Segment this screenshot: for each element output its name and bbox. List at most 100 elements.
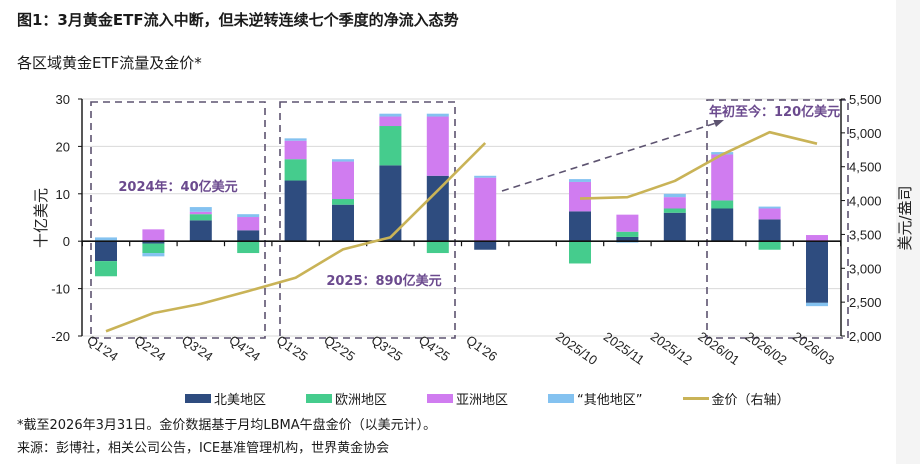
x-tick-label: Q4'24 bbox=[226, 332, 263, 364]
bar-asia bbox=[189, 211, 212, 215]
bar-asia bbox=[569, 181, 591, 212]
bar-europe bbox=[426, 241, 449, 254]
bar-europe bbox=[142, 243, 165, 254]
bar-asia bbox=[806, 235, 828, 242]
legend-label: “其他地区” bbox=[577, 393, 643, 408]
y-tick-label: 30 bbox=[56, 92, 70, 107]
x-tick-label: Q1'26 bbox=[463, 332, 500, 364]
bar-other bbox=[142, 253, 165, 257]
bar-asia bbox=[142, 229, 165, 242]
bar-asia bbox=[711, 154, 734, 201]
bar-europe bbox=[569, 241, 591, 264]
y-tick-label: -20 bbox=[51, 329, 70, 344]
bar-europe bbox=[189, 214, 212, 221]
legend-swatch-gold-price bbox=[682, 397, 709, 400]
bar-north-america bbox=[616, 236, 639, 242]
bar-asia bbox=[237, 217, 260, 231]
legend-label: 亚洲地区 bbox=[456, 393, 509, 408]
legend-item-gold-price: 金价（右轴） bbox=[682, 389, 790, 408]
bar-other bbox=[758, 206, 781, 209]
x-tick-label: Q1'24 bbox=[84, 332, 121, 364]
bar-north-america bbox=[569, 211, 591, 242]
legend: 北美地区 欧洲地区 亚洲地区 “其他地区” 金价（右轴） bbox=[185, 389, 830, 408]
x-tick-label: 2025/12 bbox=[648, 329, 695, 368]
legend-item-north-america: 北美地区 bbox=[185, 389, 266, 408]
axes bbox=[78, 98, 845, 337]
bar-other bbox=[95, 237, 117, 242]
y-tick-label: 10 bbox=[56, 187, 70, 202]
annotation-boxes bbox=[90, 99, 849, 339]
bar-north-america bbox=[663, 212, 686, 242]
footnote: *截至2026年3月31日。金价数据基于月均LBMA午盘金价（以美元计）。 bbox=[17, 418, 437, 433]
y-axis-title: 十亿美元 bbox=[32, 188, 50, 248]
legend-label: 欧洲地区 bbox=[335, 393, 388, 408]
bar-north-america bbox=[474, 241, 497, 250]
bar-north-america bbox=[284, 180, 307, 242]
bar-north-america bbox=[189, 220, 212, 242]
bar-asia bbox=[426, 116, 449, 176]
bar-europe bbox=[711, 200, 734, 209]
bar-europe bbox=[95, 261, 117, 277]
x-tick-label: Q3'25 bbox=[369, 332, 406, 364]
bar-north-america bbox=[806, 241, 828, 303]
x-tick-label: 2026/01 bbox=[695, 329, 742, 368]
bar-north-america bbox=[142, 241, 165, 244]
annotation-bg bbox=[706, 101, 838, 120]
y2-tick-label: 2,000 bbox=[849, 329, 882, 344]
x-tick-label: 2026/02 bbox=[743, 329, 790, 368]
bar-other bbox=[379, 113, 402, 117]
x-tick-label: Q2'25 bbox=[321, 332, 358, 364]
y-tick-label: 20 bbox=[56, 139, 70, 154]
y2-tick-label: 4,000 bbox=[849, 194, 882, 209]
bar-north-america bbox=[237, 230, 260, 242]
gold-price-line-segment bbox=[579, 130, 818, 200]
bar-asia bbox=[616, 214, 639, 232]
y2-tick-label: 5,500 bbox=[849, 92, 882, 107]
legend-swatch-asia bbox=[427, 394, 454, 403]
dashed-arrow bbox=[501, 122, 717, 192]
legend-swatch-north-america bbox=[185, 394, 211, 403]
legend-item-asia: 亚洲地区 bbox=[427, 389, 508, 408]
x-tick-label: 2025/11 bbox=[601, 329, 647, 368]
annotation-box bbox=[279, 101, 456, 339]
chart-subtitle: 各区域黄金ETF流量及金价* bbox=[17, 54, 202, 72]
annotation-box bbox=[90, 101, 266, 339]
bar-other bbox=[663, 193, 686, 198]
bar-north-america bbox=[711, 208, 734, 242]
bars bbox=[95, 113, 828, 307]
bar-asia bbox=[663, 197, 686, 209]
legend-label: 北美地区 bbox=[214, 393, 267, 408]
bar-europe bbox=[758, 241, 781, 250]
bar-other bbox=[237, 214, 260, 218]
bar-north-america bbox=[426, 175, 449, 242]
annotation-box bbox=[706, 99, 849, 339]
annotations: 2024年：40亿美元 2025：890亿美元 年初至今：120亿美元 bbox=[118, 101, 840, 289]
figure-title: 图1：3月黄金ETF流入中断，但未逆转连续七个季度的净流入态势 bbox=[17, 11, 459, 29]
annotation-label: 2024年：40亿美元 bbox=[118, 179, 237, 195]
legend-item-other: “其他地区” bbox=[548, 389, 643, 408]
y2-tick-label: 2,500 bbox=[849, 295, 882, 310]
annotation-label: 2025：890亿美元 bbox=[326, 273, 441, 289]
arrow-head-icon bbox=[713, 119, 724, 127]
y2-tick-label: 4,500 bbox=[849, 160, 882, 175]
bar-other bbox=[474, 175, 497, 178]
bar-other bbox=[189, 207, 212, 212]
x-tick-label: Q1'25 bbox=[274, 332, 311, 364]
y2-tick-label: 3,000 bbox=[849, 261, 882, 276]
source-note: 来源：彭博社，相关公司公告，ICE基准管理机构，世界黄金协会 bbox=[17, 441, 390, 456]
bar-europe bbox=[379, 126, 402, 166]
bar-europe bbox=[663, 208, 686, 213]
bar-other bbox=[284, 138, 307, 141]
bar-asia bbox=[332, 161, 354, 200]
legend-swatch-europe bbox=[306, 394, 333, 403]
legend-label: 金价（右轴） bbox=[711, 393, 790, 408]
bar-other bbox=[569, 179, 591, 182]
bar-other bbox=[332, 159, 354, 162]
y2-tick-label: 5,000 bbox=[849, 126, 882, 141]
x-tick-label: Q2'24 bbox=[132, 332, 169, 364]
x-tick-label: Q4'25 bbox=[416, 332, 453, 364]
bar-north-america bbox=[379, 165, 402, 242]
y2-axis-title: 美元/盎司 bbox=[896, 185, 914, 250]
gold-price-line bbox=[105, 130, 818, 333]
